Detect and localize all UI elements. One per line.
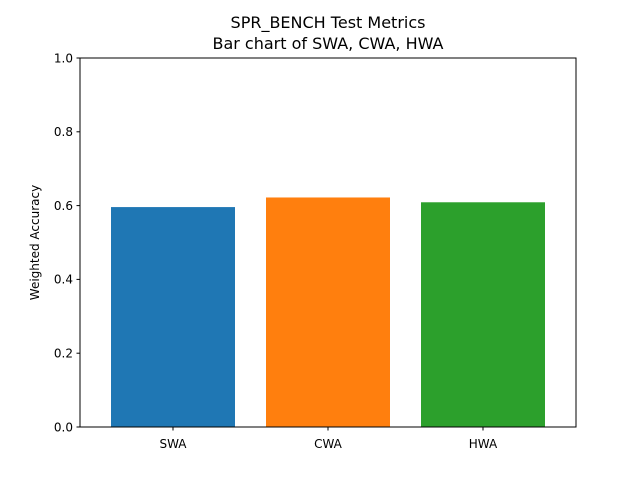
- x-tick-label-swa: SWA: [159, 437, 187, 451]
- y-tick-label: 0.0: [54, 420, 73, 434]
- y-tick-label: 0.4: [54, 273, 73, 287]
- bars-group: [111, 197, 545, 427]
- x-axis: SWA CWA HWA: [159, 427, 498, 451]
- y-tick-label: 0.2: [54, 347, 73, 361]
- y-tick-label: 0.8: [54, 125, 73, 139]
- y-tick-label: 1.0: [54, 51, 73, 65]
- chart-subtitle: Bar chart of SWA, CWA, HWA: [212, 34, 443, 53]
- x-tick-label-cwa: CWA: [314, 437, 343, 451]
- bar-cwa: [266, 197, 390, 427]
- bar-swa: [111, 207, 235, 427]
- plot-frame: [79, 57, 577, 428]
- bar-hwa: [421, 202, 545, 427]
- y-tick-label: 0.6: [54, 199, 73, 213]
- x-tick-label-hwa: HWA: [469, 437, 498, 451]
- y-axis: 0.0 0.2 0.4 0.6 0.8 1.0: [54, 51, 80, 434]
- y-axis-label: Weighted Accuracy: [28, 185, 42, 300]
- chart-title: SPR_BENCH Test Metrics: [231, 13, 426, 33]
